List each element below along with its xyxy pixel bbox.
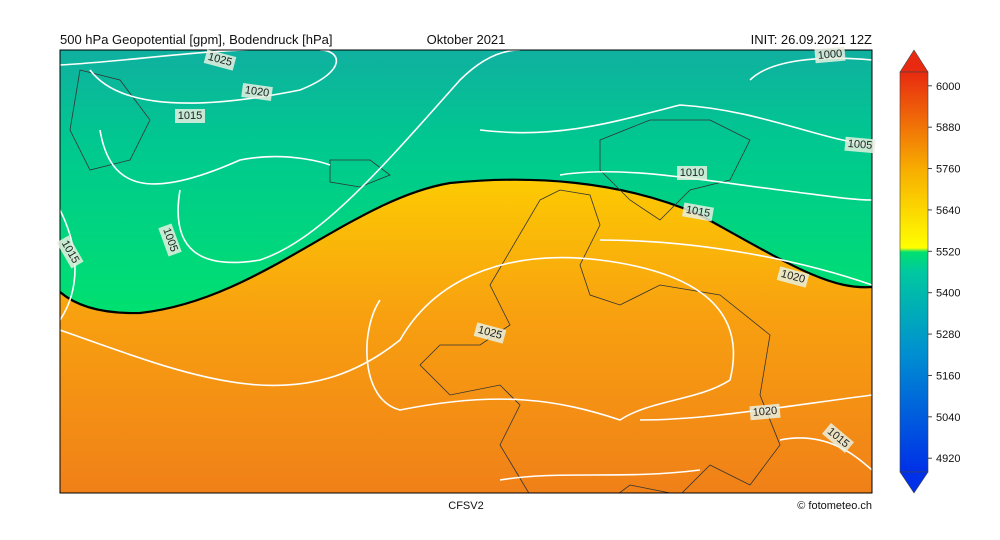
header-center: Oktober 2021 xyxy=(427,32,506,47)
header-right: INIT: 26.09.2021 12Z xyxy=(751,32,872,47)
map-frame xyxy=(59,49,873,494)
colorbar-tick-label: 5640 xyxy=(936,205,960,217)
colorbar xyxy=(899,49,929,494)
isobar-label: 1010 xyxy=(680,167,704,179)
isobar-label: 1000 xyxy=(817,48,842,62)
colorbar-tick-label: 5160 xyxy=(936,370,960,382)
map xyxy=(60,50,872,493)
colorbar-tick-label: 5520 xyxy=(936,246,960,258)
colorbar-tick-label: 4920 xyxy=(936,453,960,465)
colorbar-tick-label: 5760 xyxy=(936,164,960,176)
colorbar-tick-label: 5040 xyxy=(936,412,960,424)
isobar-label: 1020 xyxy=(244,84,270,99)
isobar-labels: 1025 1020 1015 1005 1015 1000 1005 1010 … xyxy=(56,46,876,454)
isobar-label: 1020 xyxy=(752,405,777,419)
footer-model: CFSV2 xyxy=(448,500,483,512)
footer-credit: © fotometeo.ch xyxy=(797,500,872,512)
colorbar-tick-label: 5880 xyxy=(936,122,960,134)
colorbar-tick-label: 6000 xyxy=(936,81,960,93)
isobar-label: 1015 xyxy=(685,204,711,220)
colorbar-tick-label: 5400 xyxy=(936,288,960,300)
header-left: 500 hPa Geopotential [gpm], Bodendruck [… xyxy=(60,32,332,47)
isobar-label: 1015 xyxy=(178,110,202,122)
colorbar-tick-label: 5280 xyxy=(936,329,960,341)
isobar-label: 1005 xyxy=(847,138,872,152)
